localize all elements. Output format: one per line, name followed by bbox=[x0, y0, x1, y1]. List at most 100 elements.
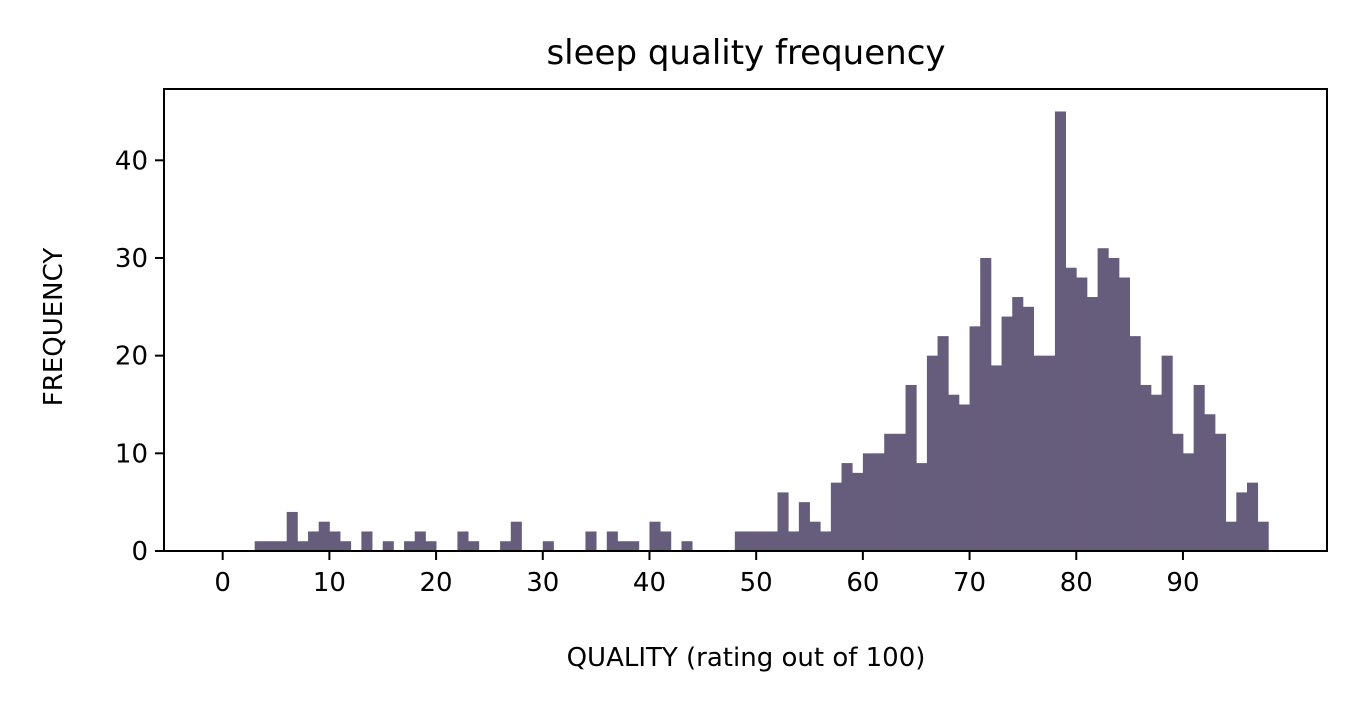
histogram-bar bbox=[404, 541, 416, 551]
histogram-bar bbox=[916, 463, 928, 551]
x-tick-label: 50 bbox=[740, 568, 773, 598]
y-tick-label: 10 bbox=[115, 439, 148, 469]
histogram-bar bbox=[510, 521, 522, 551]
histogram-bar bbox=[841, 463, 853, 551]
histogram-bar bbox=[628, 541, 640, 551]
y-axis-label: FREQUENCY bbox=[39, 248, 69, 407]
histogram-bar bbox=[1246, 482, 1259, 551]
histogram-bar bbox=[948, 394, 960, 551]
x-tick-label: 30 bbox=[526, 568, 559, 598]
y-tick-label: 40 bbox=[115, 146, 148, 176]
histogram-bar bbox=[862, 453, 874, 551]
x-tick-label: 70 bbox=[953, 568, 986, 598]
histogram-bar bbox=[1054, 111, 1066, 551]
histogram-bar bbox=[340, 541, 352, 551]
histogram-bar bbox=[606, 531, 618, 551]
histogram-bar bbox=[905, 384, 917, 551]
histogram-bar bbox=[980, 257, 992, 551]
histogram-bar bbox=[286, 511, 298, 551]
histogram-bar bbox=[414, 531, 426, 551]
histogram-bar bbox=[926, 355, 938, 551]
histogram-bar bbox=[542, 541, 554, 551]
x-tick-label: 90 bbox=[1166, 568, 1199, 598]
histogram-bar bbox=[329, 531, 341, 551]
histogram-bar bbox=[1140, 384, 1152, 551]
histogram-bar bbox=[1097, 248, 1109, 551]
histogram-bar bbox=[1193, 384, 1205, 551]
x-tick-label: 60 bbox=[846, 568, 879, 598]
histogram-bar bbox=[1044, 355, 1056, 551]
histogram-bar bbox=[1065, 267, 1077, 551]
histogram-bar bbox=[969, 326, 981, 551]
histogram-bar bbox=[958, 404, 970, 551]
y-ticks-layer: 0 10 20 30 40 bbox=[115, 146, 164, 567]
histogram-bar bbox=[852, 472, 864, 551]
histogram-bar bbox=[873, 453, 885, 551]
histogram-bar bbox=[681, 541, 693, 551]
y-tick-label: 20 bbox=[115, 342, 148, 372]
histogram-bar bbox=[361, 531, 373, 551]
histogram-bar bbox=[265, 541, 277, 551]
x-tick-label: 80 bbox=[1060, 568, 1093, 598]
histogram-bar bbox=[1001, 316, 1013, 551]
bars-layer bbox=[254, 111, 1269, 551]
histogram-bar bbox=[1161, 355, 1173, 551]
histogram-bar bbox=[297, 541, 309, 551]
histogram-bar bbox=[425, 541, 437, 551]
histogram-bar bbox=[734, 531, 746, 551]
x-ticks-layer: 0 10 20 30 40 50 60 70 80 90 bbox=[214, 551, 1200, 598]
histogram-bar bbox=[1257, 521, 1269, 551]
histogram-bar bbox=[894, 433, 906, 551]
histogram-bar bbox=[1118, 277, 1131, 551]
x-axis-label: QUALITY (rating out of 100) bbox=[567, 643, 926, 673]
y-tick-label: 0 bbox=[131, 537, 148, 567]
plot-frame bbox=[163, 88, 1328, 552]
histogram-bar bbox=[766, 531, 778, 551]
histogram-bar bbox=[830, 482, 842, 551]
histogram-bar bbox=[318, 521, 330, 551]
histogram-bar bbox=[276, 541, 288, 551]
histogram-bar bbox=[660, 531, 672, 551]
histogram-bar bbox=[617, 541, 629, 551]
histogram-bar bbox=[1022, 306, 1034, 551]
histogram-bar bbox=[788, 531, 800, 551]
histogram-bar bbox=[254, 541, 266, 551]
histogram-bar bbox=[1150, 394, 1163, 551]
histogram-bar bbox=[777, 492, 789, 551]
histogram-bar bbox=[308, 531, 320, 551]
histogram-bar bbox=[1086, 297, 1098, 551]
histogram-bar bbox=[500, 541, 512, 551]
histogram-bar bbox=[649, 521, 661, 551]
histogram-bar bbox=[585, 531, 597, 551]
histogram-bar bbox=[1236, 492, 1248, 551]
histogram-bar bbox=[1182, 453, 1195, 551]
histogram-bar bbox=[382, 541, 394, 551]
histogram-bar bbox=[457, 531, 469, 551]
x-tick-label: 20 bbox=[420, 568, 453, 598]
histogram-bar bbox=[1214, 433, 1227, 551]
histogram-bar bbox=[1225, 521, 1237, 551]
histogram-bar bbox=[990, 365, 1002, 551]
histogram-bar bbox=[1129, 336, 1141, 551]
x-tick-label: 0 bbox=[214, 568, 231, 598]
histogram-bar bbox=[798, 502, 810, 551]
x-tick-label: 10 bbox=[313, 568, 346, 598]
histogram-bar bbox=[745, 531, 757, 551]
histogram-bar bbox=[1012, 297, 1024, 551]
histogram-bar bbox=[1033, 355, 1045, 551]
histogram-bar bbox=[1204, 414, 1216, 551]
histogram-bar bbox=[1076, 277, 1088, 551]
histogram-bar bbox=[937, 336, 949, 551]
x-tick-label: 40 bbox=[633, 568, 666, 598]
histogram-bar bbox=[1172, 433, 1184, 551]
histogram-bar bbox=[756, 531, 768, 551]
histogram-bar bbox=[884, 433, 896, 551]
histogram-bar bbox=[809, 521, 821, 551]
chart-title: sleep quality frequency bbox=[546, 33, 945, 73]
histogram-bar bbox=[820, 531, 832, 551]
y-tick-label: 30 bbox=[115, 244, 148, 274]
histogram-bar bbox=[1108, 257, 1120, 551]
histogram-bar bbox=[468, 541, 480, 551]
